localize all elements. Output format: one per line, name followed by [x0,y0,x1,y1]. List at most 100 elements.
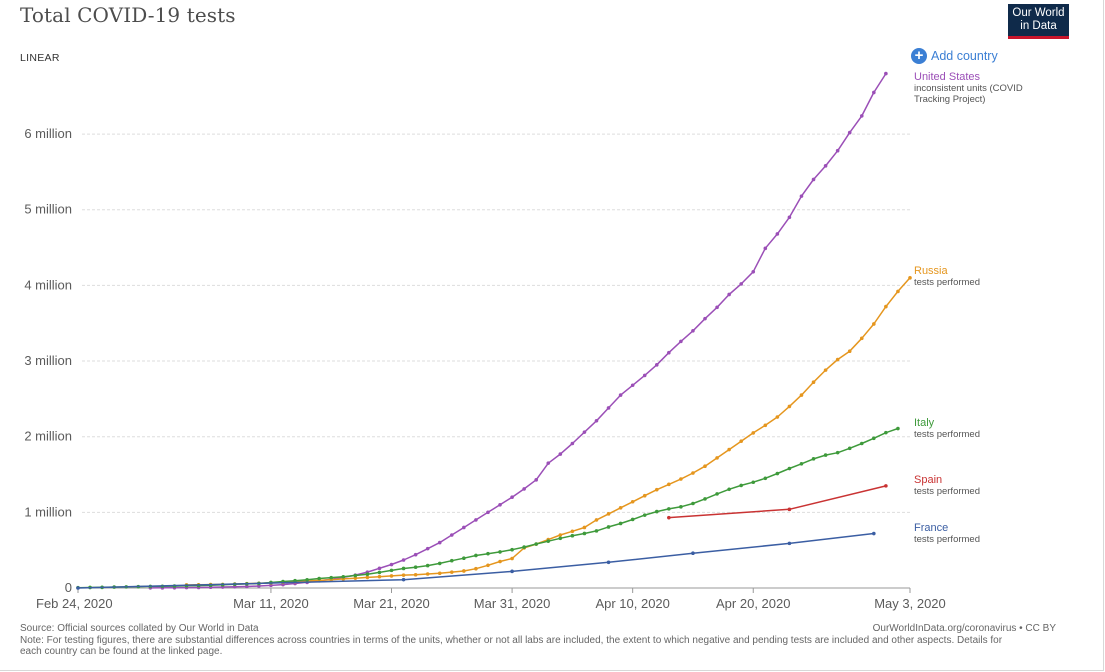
data-point [667,482,671,487]
y-tick-label: 5 million [24,202,72,217]
series-name-label: Russia [914,265,949,277]
data-point [667,507,671,511]
data-point [498,502,502,507]
data-point [449,533,454,537]
data-point [703,464,707,469]
data-point [908,276,912,280]
data-point [775,232,780,236]
data-point [896,289,900,294]
data-point [474,553,478,558]
data-point [498,559,502,564]
data-point [739,483,743,488]
data-point [703,316,707,321]
data-point [401,573,406,577]
data-point [884,484,888,488]
data-point [859,336,864,341]
data-point [486,510,490,515]
chart-footer: Source: Official sources collated by Our… [20,623,1080,658]
series-subtitle-label: inconsistent units (COVID [914,83,1023,94]
data-point [594,518,599,522]
data-point [558,533,563,537]
owid-logo[interactable]: Our World in Data [1008,4,1069,39]
data-point [630,517,635,522]
data-point [727,447,731,452]
data-point [437,561,442,566]
data-point [872,322,876,326]
data-point [739,439,743,444]
data-point [751,480,756,485]
data-point [329,575,334,580]
data-point [835,450,840,455]
data-point [667,515,671,520]
y-tick-label: 4 million [24,277,72,292]
data-point [642,513,647,517]
data-point [679,477,683,481]
data-point [606,406,611,410]
data-point [630,499,635,504]
scale-toggle[interactable]: LINEAR [20,52,60,64]
data-point [365,575,370,580]
series-line-united-states [150,73,887,589]
data-point [847,130,852,135]
data-point [618,521,623,526]
data-point [799,194,804,198]
data-point [570,533,575,538]
data-point [498,550,502,554]
data-point [389,568,394,573]
data-point [269,583,273,588]
data-point [582,525,587,530]
series-name-label: Italy [914,417,935,429]
data-point [245,584,249,589]
data-point [474,566,478,571]
data-point [884,304,888,309]
data-point [510,547,514,552]
chart-title: Total COVID-19 tests [20,3,236,27]
series-subtitle-label: tests performed [914,486,980,497]
data-point [522,545,526,549]
line-chart: 0 1 million 2 million 3 million 4 million 5 m… [24,71,1023,611]
data-point [642,493,647,498]
data-point [859,441,864,446]
y-tick-label: 6 million [24,126,72,141]
data-point [449,558,454,563]
data-point [413,565,418,569]
data-point [763,423,768,428]
data-point [232,584,237,589]
data-point [606,525,611,529]
data-point [618,506,623,510]
credit-link[interactable]: OurWorldInData.org/coronavirus • CC BY [872,623,1056,634]
series-subtitle-label: tests performed [914,277,980,288]
data-point [582,531,587,536]
data-point [739,282,743,286]
data-point [425,563,430,568]
series-subtitle-label: tests performed [914,534,980,545]
data-point [570,529,575,534]
data-point [257,584,261,588]
data-point [570,441,575,446]
add-country-button[interactable]: + Add country [911,48,998,64]
data-point [510,556,514,561]
logo-line-1: Our World [1012,7,1065,19]
data-point [799,393,804,397]
data-point [486,563,490,568]
x-tick-label: Apr 20, 2020 [716,596,790,611]
data-point [474,518,478,522]
data-point [872,436,876,441]
data-point [425,546,430,551]
add-country-label: Add country [931,49,998,63]
data-point [401,566,406,571]
note-text: Note: For testing figures, there are sub… [20,634,1003,658]
data-point [401,558,406,562]
series-name-label: United States [914,71,981,83]
data-point [835,148,840,153]
data-point [679,339,683,344]
data-point [691,328,695,333]
y-tick-label: 1 million [24,504,72,519]
data-point [76,586,80,590]
data-point [823,164,828,168]
data-point [884,430,888,435]
y-tick-label: 3 million [24,353,72,368]
series-subtitle-label: tests performed [914,429,980,440]
data-point [751,431,756,435]
